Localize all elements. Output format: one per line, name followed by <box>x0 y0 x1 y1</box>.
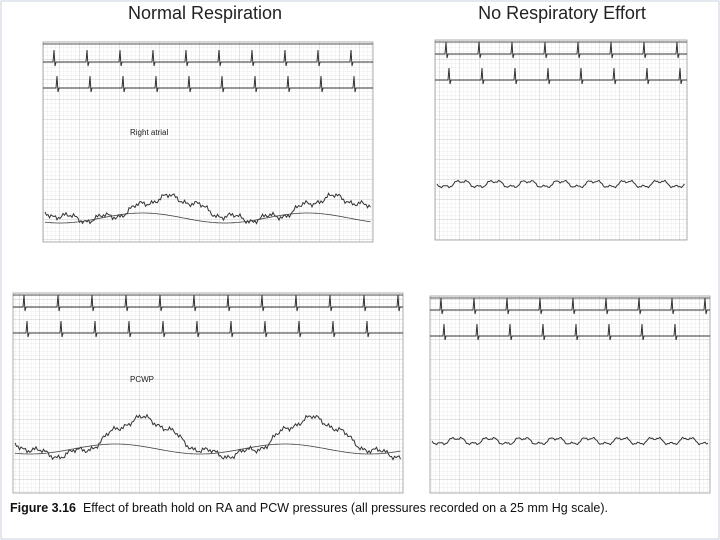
baseline-trace <box>14 443 401 455</box>
ecg-trace <box>430 297 710 315</box>
caption: Figure 3.16 Effect of breath hold on RA … <box>10 501 670 516</box>
trace-label: PCWP <box>130 375 154 384</box>
pressure-trace <box>436 179 685 189</box>
column-title: Normal Respiration <box>128 3 282 23</box>
trace-label: Right atrial <box>130 128 168 137</box>
grid-paper <box>42 41 374 243</box>
ecg-trace <box>13 294 403 312</box>
ecg-trace <box>435 67 687 85</box>
grid-paper <box>434 39 688 241</box>
pressure-trace <box>44 192 371 225</box>
panels <box>12 39 711 494</box>
grid-paper <box>12 292 404 494</box>
grid-paper <box>429 295 711 494</box>
baseline-trace <box>44 212 371 224</box>
pressure-trace <box>431 436 709 446</box>
ecg-trace <box>13 320 403 338</box>
pressure-trace <box>14 413 401 461</box>
ecg-trace <box>43 75 373 93</box>
ecg-trace <box>43 49 373 67</box>
ecg-trace <box>430 323 710 341</box>
ecg-trace <box>435 41 687 59</box>
column-title: No Respiratory Effort <box>478 3 646 23</box>
figure-number: Figure 3.16 <box>10 501 76 515</box>
caption-text: Effect of breath hold on RA and PCW pres… <box>82 501 608 515</box>
